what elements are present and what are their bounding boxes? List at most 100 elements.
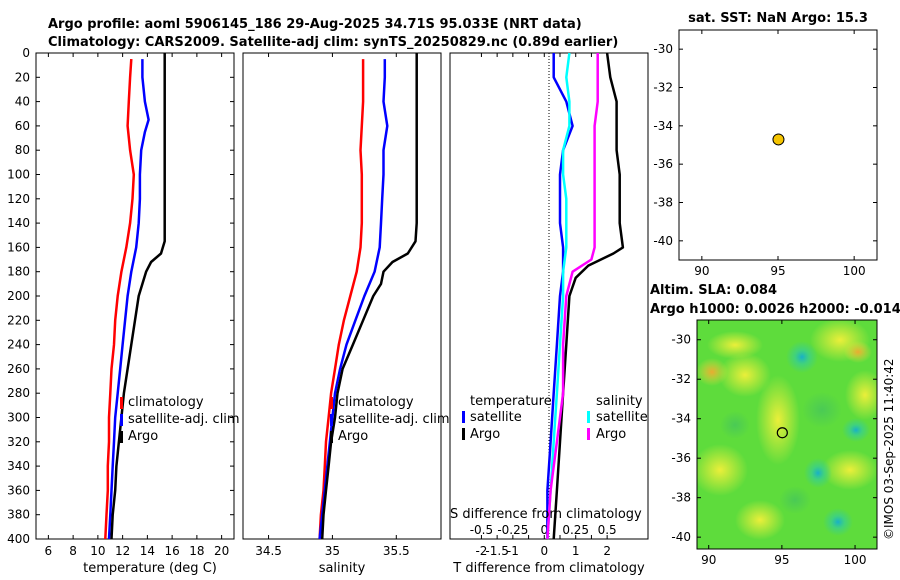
legend-s-argo-swatch <box>587 428 590 440</box>
map-y-tick-label: -40 <box>653 234 673 248</box>
depth-tick-label: 320 <box>7 435 30 449</box>
map-y-tick-label: -38 <box>671 491 691 505</box>
salinity-xlabel: salinity <box>319 561 366 576</box>
difference-legend-salinity: salinity satellite Argo <box>587 394 648 442</box>
legend-t-argo-label: Argo <box>470 427 500 442</box>
depth-tick-label: 80 <box>15 143 30 157</box>
s-difference-xlabel: S difference from climatology <box>450 507 642 522</box>
sla-map-axes: 90 95 100 -30 -32 -34 -36 -38 -40 <box>671 320 877 567</box>
series-line-salinity-satellite <box>546 52 571 540</box>
s-difference-tick-label: 0.5 <box>598 523 617 537</box>
figure-title-line1: Argo profile: aoml 5906145_186 29-Aug-20… <box>48 17 582 32</box>
map-y-tick-label: -32 <box>653 81 673 95</box>
s-difference-tick-label: -0.5 <box>470 523 493 537</box>
series-line-satellite-adj-clim <box>107 59 150 540</box>
salinity-panel: 34.5 35 35.5 salinity climatology satellit… <box>242 52 450 576</box>
argo-position-marker <box>772 133 785 146</box>
series-line-satellite-adj-clim <box>318 59 389 540</box>
sla-field-low <box>779 486 811 514</box>
temperature-x-axis: 6 8 10 12 14 16 18 20 <box>45 53 229 558</box>
legend-climatology-label: climatology <box>128 395 204 410</box>
sla-map-title: Altim. SLA: 0.084 <box>650 283 777 298</box>
x-tick-label: 1 <box>572 544 580 558</box>
legend-argo-swatch <box>330 431 333 443</box>
sla-field-high <box>719 353 771 397</box>
s-difference-tick-label: 0 <box>540 523 548 537</box>
depth-tick-label: 240 <box>7 338 30 352</box>
depth-tick-label: 140 <box>7 216 30 230</box>
map-y-tick-label: -36 <box>653 157 673 171</box>
x-tick-label: -2 <box>475 544 487 558</box>
salinity-legend: climatology satellite-adj. clim Argo <box>330 395 450 444</box>
sla-field-high <box>845 370 877 420</box>
legend-climatology-label: climatology <box>338 395 414 410</box>
depth-tick-label: 200 <box>7 289 30 303</box>
sla-map-axes-box <box>696 319 878 550</box>
imos-watermark: ©IMOS 03-Sep-2025 11:40:42 <box>882 358 896 540</box>
map-y-tick-label: -34 <box>671 412 691 426</box>
x-tick-label: 14 <box>140 544 155 558</box>
depth-tick-label: 40 <box>15 95 30 109</box>
sst-map-title: sat. SST: NaN Argo: 15.3 <box>688 11 868 26</box>
sla-field-low <box>842 418 870 442</box>
map-x-tick-label: 95 <box>770 264 785 278</box>
difference-lines <box>546 52 625 540</box>
sla-map-subtitle: Argo h1000: 0.0026 h2000: -0.014 <box>650 302 900 317</box>
series-line-salinity-argo <box>546 53 599 540</box>
sla-field-high <box>735 500 785 540</box>
depth-tick-label: 280 <box>7 386 30 400</box>
difference-panel: -2-1.5-1-0.500.511.52 -0.5-0.2500.250.5 … <box>449 52 649 576</box>
s-difference-x-axis: -0.5 -0.25 0 0.25 0.5 <box>470 523 617 537</box>
legend-temperature-title: temperature <box>470 394 552 409</box>
sla-field-low <box>823 508 853 536</box>
series-line-climatology <box>104 59 136 540</box>
sst-map-axes: 90 95 100 -30 -32 -34 -36 -38 -40 <box>653 30 877 278</box>
legend-climatology-swatch <box>120 397 123 409</box>
legend-t-argo-swatch <box>462 428 465 440</box>
x-tick-label: 35 <box>325 544 340 558</box>
temperature-xlabel: temperature (deg C) <box>83 561 217 576</box>
sla-field-high <box>822 450 877 490</box>
legend-s-argo-label: Argo <box>596 427 626 442</box>
temperature-axes-box <box>35 52 235 540</box>
depth-tick-label: 120 <box>7 192 30 206</box>
depth-tick-label: 160 <box>7 240 30 254</box>
x-tick-label: 2 <box>603 544 611 558</box>
legend-t-satellite-swatch <box>462 411 465 423</box>
legend-salinity-title: salinity <box>596 394 643 409</box>
salinity-x-axis: 34.5 35 35.5 <box>255 53 410 558</box>
depth-tick-label: 60 <box>15 119 30 133</box>
sst-map-panel: sat. SST: NaN Argo: 15.3 90 95 100 -30 -32 -3… <box>653 11 878 278</box>
x-tick-label: 20 <box>214 544 229 558</box>
depth-tick-label: 360 <box>7 483 30 497</box>
map-y-tick-label: -34 <box>653 119 673 133</box>
map-x-tick-label: 100 <box>844 553 867 567</box>
s-difference-tick-label: -0.25 <box>497 523 528 537</box>
legend-satellite-swatch <box>330 414 333 426</box>
map-y-tick-label: -38 <box>653 196 673 210</box>
sla-field-low <box>720 411 750 439</box>
sla-heatmap <box>697 320 877 549</box>
x-tick-label: 6 <box>45 544 53 558</box>
sla-field-high <box>697 444 748 496</box>
legend-s-satellite-label: satellite <box>596 410 648 425</box>
depth-tick-label: 340 <box>7 459 30 473</box>
map-x-tick-label: 90 <box>694 264 709 278</box>
x-tick-label: 34.5 <box>255 544 282 558</box>
sla-field-high <box>707 331 763 359</box>
depth-tick-label: 20 <box>15 70 30 84</box>
x-tick-label: -1.5 <box>485 544 508 558</box>
s-difference-tick-label: 0.25 <box>562 523 589 537</box>
sla-field-high <box>756 375 800 465</box>
depth-tick-label: 0 <box>22 46 30 60</box>
difference-legend-temperature: temperature satellite Argo <box>462 394 552 442</box>
depth-tick-label: 100 <box>7 168 30 182</box>
legend-s-satellite-swatch <box>587 411 590 423</box>
depth-tick-label: 260 <box>7 362 30 376</box>
legend-argo-label: Argo <box>128 429 158 444</box>
x-tick-label: -1 <box>507 544 519 558</box>
x-tick-label: 10 <box>90 544 105 558</box>
figure-title-line2: Climatology: CARS2009. Satellite-adj cli… <box>48 35 618 50</box>
x-tick-label: 12 <box>115 544 130 558</box>
x-tick-label: 0 <box>540 544 548 558</box>
